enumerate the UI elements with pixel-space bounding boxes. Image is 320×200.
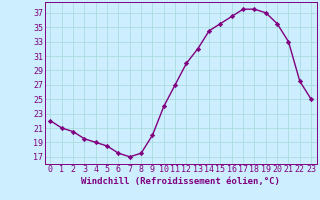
X-axis label: Windchill (Refroidissement éolien,°C): Windchill (Refroidissement éolien,°C) [81, 177, 280, 186]
